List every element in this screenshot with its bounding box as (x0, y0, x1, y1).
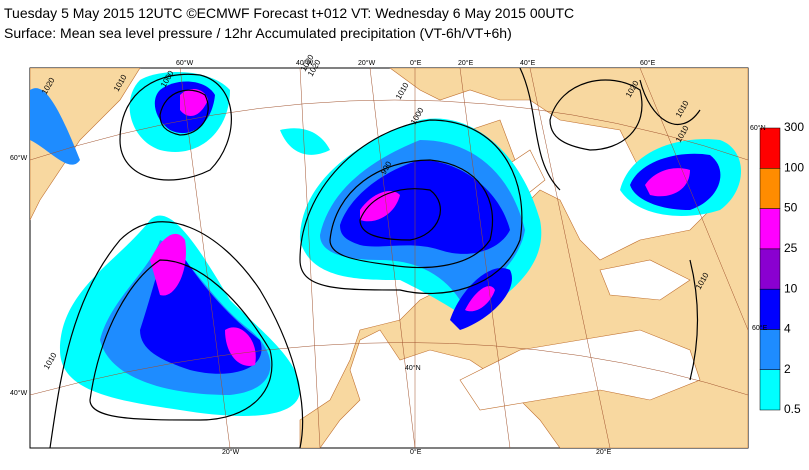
precipitation (30, 71, 741, 416)
graticule-label: 60°W (10, 154, 28, 162)
graticule-label: 40°N (405, 364, 421, 372)
graticule-label: 20°E (458, 59, 474, 67)
graticule-label: 60°E (640, 59, 656, 67)
colorbar-label: 2 (784, 362, 791, 376)
colorbar-segment (759, 248, 781, 290)
graticule-label: 0°E (410, 59, 422, 67)
graticule-label: 20°E (596, 448, 612, 456)
graticule-label: 40°W (10, 389, 28, 397)
graticule-label: 0°E (410, 448, 422, 456)
colorbar-label: 25 (784, 241, 798, 255)
colorbar-segment (759, 127, 781, 169)
title: Tuesday 5 May 2015 12UTC ©ECMWF Forecast… (4, 5, 574, 21)
colorbar-label: 10 (784, 281, 798, 295)
graticule-label: 60°E (752, 324, 768, 332)
colorbar-label: 100 (784, 160, 804, 174)
graticule-label: 60°N (750, 124, 766, 132)
colorbar-label: 0.5 (784, 402, 801, 416)
colorbar-segment (759, 208, 781, 250)
colorbar-segment (759, 288, 781, 330)
graticule-label: 20°W (358, 59, 376, 67)
colorbar-label: 50 (784, 201, 798, 215)
graticule-labels: 60°W 40°W 20°W 0°E 20°E 40°E 60°E 60°N 40°N 60°W 4… (10, 59, 768, 456)
graticule-label: 40°W (296, 59, 314, 67)
graticule (30, 68, 748, 448)
subtitle: Surface: Mean sea level pressure / 12hr … (4, 25, 512, 41)
graticule-label: 60°W (176, 59, 194, 67)
graticule-label: 20°W (222, 448, 240, 456)
colorbar-label: 4 (784, 322, 791, 336)
colorbar-segment (759, 329, 781, 370)
map (29, 67, 749, 449)
isobars (49, 68, 701, 448)
colorbar: 0.5 2 4 10 25 50 100 300 (759, 120, 804, 416)
colorbar-label: 300 (784, 120, 804, 134)
graticule-label: 40°E (520, 59, 536, 67)
colorbar-segment (759, 369, 781, 411)
colorbar-segment (759, 168, 781, 209)
